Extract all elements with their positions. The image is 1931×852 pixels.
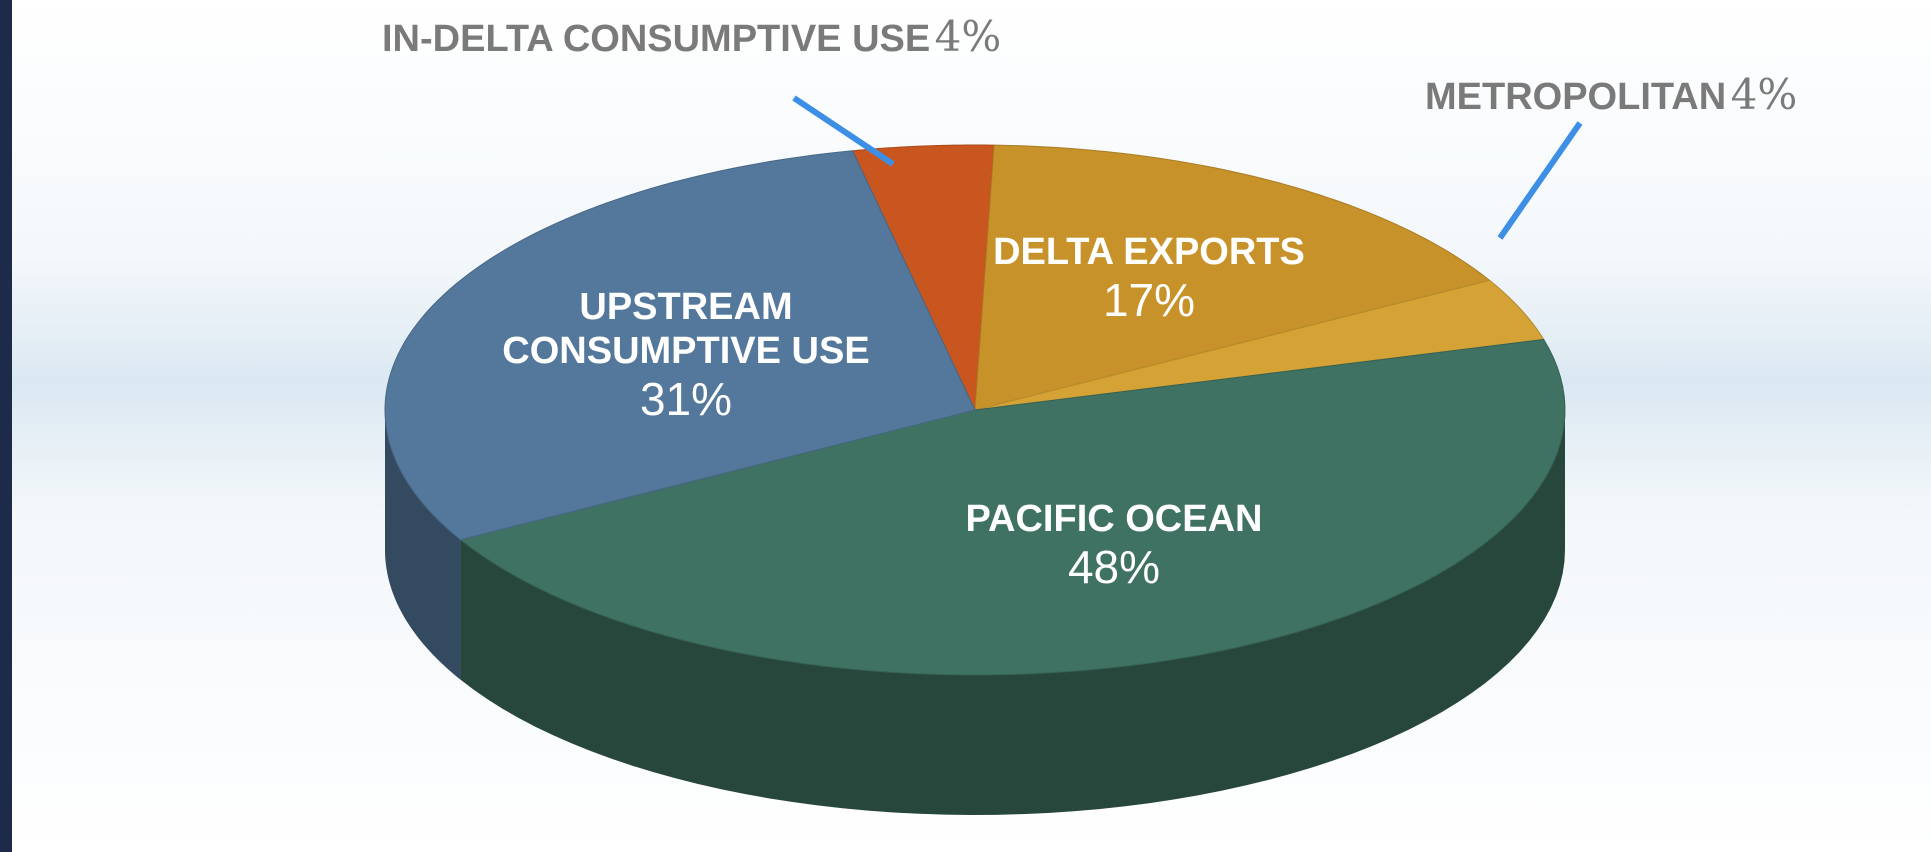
category-label: DELTA EXPORTS bbox=[993, 231, 1305, 273]
slice-side bbox=[460, 410, 1565, 815]
value-label: 4% bbox=[1730, 70, 1798, 119]
slice-label: DELTA EXPORTS 17% bbox=[949, 230, 1349, 326]
leader-line bbox=[792, 95, 895, 167]
pie-slice bbox=[459, 338, 1566, 676]
slice-label: PACIFIC OCEAN 48% bbox=[914, 497, 1314, 593]
callout-label: IN-DELTA CONSUMPTIVE USE 4% bbox=[382, 12, 1001, 61]
callout-label: METROPOLITAN 4% bbox=[1425, 70, 1797, 119]
side-strip bbox=[0, 0, 12, 852]
category-label: IN-DELTA CONSUMPTIVE USE bbox=[382, 18, 931, 60]
value-label: 31% bbox=[639, 373, 733, 425]
pie-slice bbox=[974, 279, 1545, 411]
value-label: 4% bbox=[934, 12, 1002, 61]
category-label: PACIFIC OCEAN bbox=[965, 498, 1263, 540]
category-label: METROPOLITAN bbox=[1425, 76, 1727, 118]
category-label: UPSTREAM CONSUMPTIVE USE bbox=[502, 286, 870, 372]
pie-slice bbox=[974, 144, 1491, 411]
leader-line bbox=[1497, 121, 1583, 240]
value-label: 48% bbox=[1067, 541, 1161, 593]
slice-label: UPSTREAM CONSUMPTIVE USE 31% bbox=[496, 285, 876, 425]
value-label: 17% bbox=[1102, 274, 1196, 326]
pie-slice bbox=[384, 150, 976, 541]
